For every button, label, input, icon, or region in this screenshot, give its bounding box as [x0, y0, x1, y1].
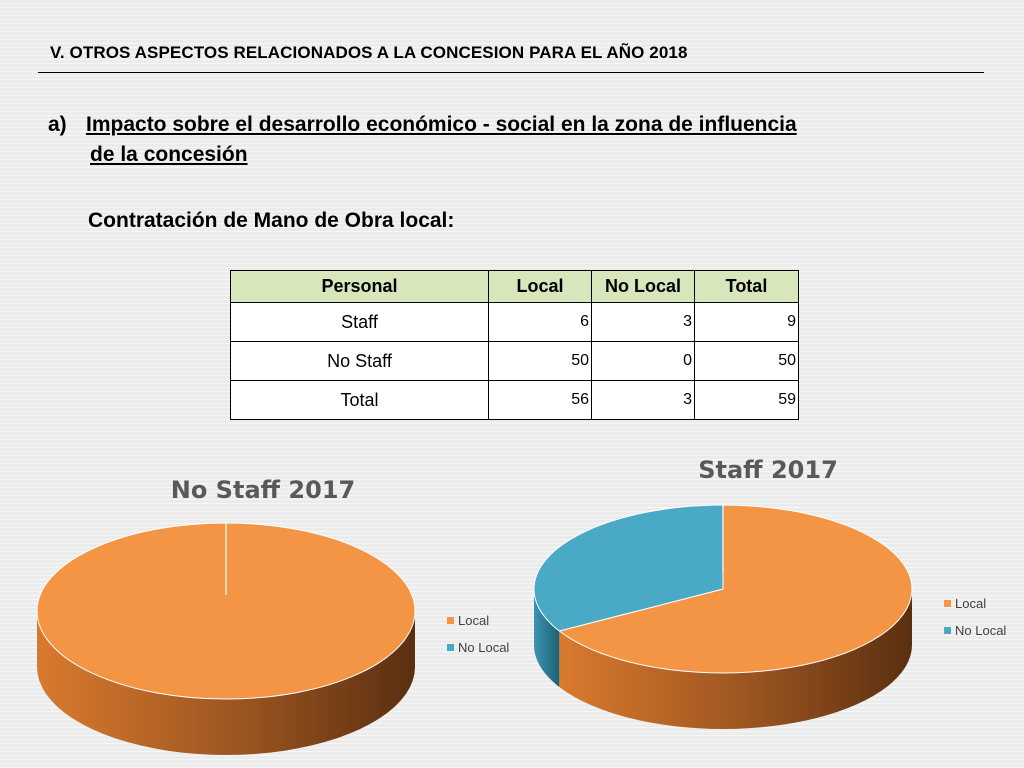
pie-slice-side [37, 611, 415, 755]
labor-table: Personal Local No Local Total Staff 6 3 … [230, 270, 799, 420]
legend-label-local: Local [458, 613, 489, 628]
table-cell-no-local: 0 [591, 341, 695, 381]
subtitle: a) Impacto sobre el desarrollo económico … [48, 110, 978, 170]
header-divider [38, 72, 984, 73]
legend-swatch-no-local [944, 627, 951, 634]
subtitle-marker: a) [48, 113, 67, 136]
pie-slice-side [534, 589, 560, 687]
section-heading: Contratación de Mano de Obra local: [88, 209, 455, 232]
table-cell-label: No Staff [230, 341, 489, 381]
table-cell-label: Staff [230, 302, 489, 342]
table-row: Staff 6 3 9 [230, 302, 799, 342]
legend-label-no-local: No Local [458, 640, 509, 655]
staff-pie-chart: Staff 2017 Local No Local [533, 456, 1006, 729]
table-header-total: Total [694, 270, 799, 303]
no-staff-pie-chart: No Staff 2017 Local No Local [36, 476, 509, 755]
chart-legend: Local No Local [944, 596, 1006, 638]
chart-title: Staff 2017 [698, 456, 838, 484]
subtitle-line-1: Impacto sobre el desarrollo económico - … [86, 113, 797, 136]
chart-title: No Staff 2017 [171, 476, 355, 504]
table-row: Total 56 3 59 [230, 380, 799, 420]
table-cell-local: 56 [488, 380, 592, 420]
pie-slice-side [559, 589, 912, 729]
header-title: V. OTROS ASPECTOS RELACIONADOS A LA CONC… [50, 43, 688, 62]
legend-label-local: Local [955, 596, 986, 611]
pie-slice-local [558, 504, 913, 674]
legend-swatch-no-local [447, 644, 454, 651]
table-header-row: Personal Local No Local Total [230, 270, 799, 303]
chart-legend: Local No Local [447, 613, 509, 655]
table-cell-total: 50 [694, 341, 799, 381]
table-cell-total: 59 [694, 380, 799, 420]
subtitle-line-2: de la concesión [90, 143, 248, 166]
legend-label-no-local: No Local [955, 623, 1006, 638]
table-cell-local: 6 [488, 302, 592, 342]
table-cell-label: Total [230, 380, 489, 420]
table-header-personal: Personal [230, 270, 489, 303]
legend-swatch-local [447, 617, 454, 624]
pie-slice-no-local [533, 504, 724, 632]
legend-swatch-local [944, 600, 951, 607]
